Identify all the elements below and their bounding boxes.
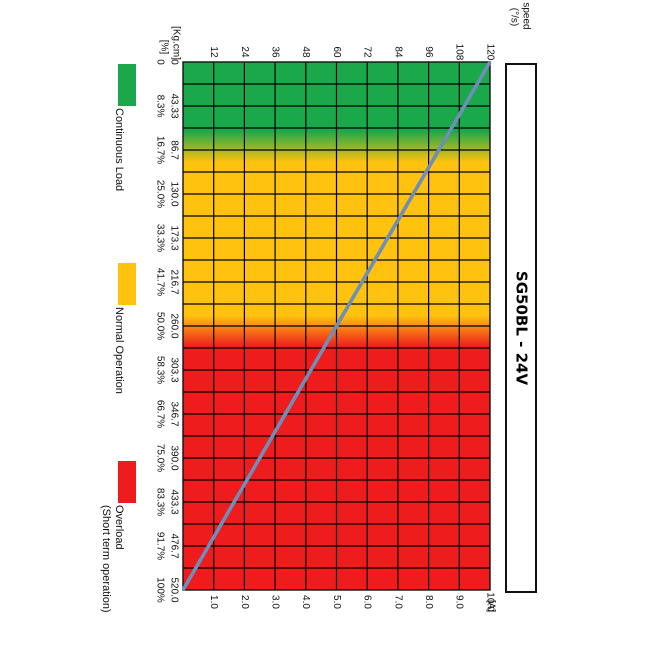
torque-tick-pct: 83.3% <box>154 488 165 516</box>
torque-tick-pct: 25.0% <box>154 180 165 208</box>
torque-tick-pct: 91.7% <box>154 532 165 560</box>
torque-tick-kgcm: 520.0 <box>168 577 179 602</box>
torque-unit-pct: [%] <box>158 40 169 55</box>
plot-border <box>182 61 491 591</box>
speed-tick: 24 <box>239 46 250 58</box>
current-tick: 6.0 <box>362 595 373 609</box>
legend: Continuous Load Normal Operation Overloa… <box>100 64 136 613</box>
legend-swatch-continuous <box>118 64 136 106</box>
torque-tick-pct: 41.7% <box>154 268 165 296</box>
torque-tick-pct: 50.0% <box>154 312 165 340</box>
speed-axis: 12 24 36 48 60 72 84 96 108 120 <box>208 44 495 61</box>
torque-tick-pct: 100% <box>154 577 165 603</box>
torque-tick-kgcm: 390.0 <box>168 445 179 470</box>
speed-tick: 48 <box>300 46 311 58</box>
speed-tick: 96 <box>423 46 434 58</box>
current-tick: 3.0 <box>269 595 280 609</box>
torque-tick-kgcm: 346.7 <box>168 401 179 426</box>
chart-title: SG50BL - 24V <box>513 271 531 386</box>
series-layer <box>181 61 492 591</box>
speed-tick: 12 <box>208 46 219 58</box>
speed-tick: 120 <box>484 44 495 61</box>
title-box <box>505 63 537 593</box>
torque-tick-pct: 66.7% <box>154 400 165 428</box>
speed-tick: 36 <box>269 46 280 58</box>
current-tick: 2.0 <box>239 595 250 609</box>
current-tick: 4.0 <box>300 595 311 609</box>
torque-tick-kgcm: 476.7 <box>168 533 179 558</box>
torque-tick-pct: 0 <box>154 59 165 65</box>
legend-label-normal: Normal Operation <box>113 307 125 394</box>
legend-sublabel-overload: (Short term operation) <box>100 505 112 613</box>
speed-tick: 72 <box>362 46 373 58</box>
torque-tick-kgcm: 0 <box>168 59 179 65</box>
current-axis-unit: [A] <box>485 600 496 612</box>
legend-label-overload: Overload <box>113 505 125 550</box>
speed-tick: 108 <box>454 44 465 61</box>
torque-tick-kgcm: 43.33 <box>168 93 179 118</box>
torque-tick-kgcm: 433.3 <box>168 489 179 514</box>
current-tick: 5.0 <box>331 595 342 609</box>
torque-tick-pct: 16.7% <box>154 136 165 164</box>
torque-axis: 00 43.338.3% 86.716.7% 130.025.0% 173.333.3%… <box>154 59 179 603</box>
torque-tick-kgcm: 173.3 <box>168 225 179 250</box>
legend-label-continuous: Continuous Load <box>113 108 125 191</box>
current-tick: 1.0 <box>208 595 219 609</box>
current-tick: 7.0 <box>392 595 403 609</box>
current-tick: 8.0 <box>423 595 434 609</box>
current-tick: 10.0 <box>484 592 495 612</box>
speed-axis-unit: (°/s) <box>508 8 519 26</box>
speed-axis-label: speed <box>520 2 531 29</box>
torque-tick-kgcm: 86.7 <box>168 140 179 160</box>
torque-tick-kgcm: 303.3 <box>168 357 179 382</box>
current-tick: 9.0 <box>454 595 465 609</box>
torque-tick-kgcm: 260.0 <box>168 313 179 338</box>
legend-swatch-normal <box>118 263 136 305</box>
torque-tick-kgcm: 130.0 <box>168 181 179 206</box>
torque-tick-pct: 8.3% <box>154 95 165 118</box>
torque-tick-pct: 75.0% <box>154 444 165 472</box>
legend-swatch-overload <box>118 461 136 503</box>
torque-tick-pct: 58.3% <box>154 356 165 384</box>
speed-tick: 84 <box>392 46 403 58</box>
current-series-line <box>181 61 492 591</box>
torque-tick-pct: 33.3% <box>154 224 165 252</box>
current-axis: 1.0 2.0 3.0 4.0 5.0 6.0 7.0 8.0 9.0 10.0 <box>208 592 495 612</box>
torque-tick-kgcm: 216.7 <box>168 269 179 294</box>
speed-tick: 60 <box>331 46 342 58</box>
torque-unit-kgcm: [Kg.cm] <box>170 26 181 60</box>
grid <box>183 62 490 590</box>
